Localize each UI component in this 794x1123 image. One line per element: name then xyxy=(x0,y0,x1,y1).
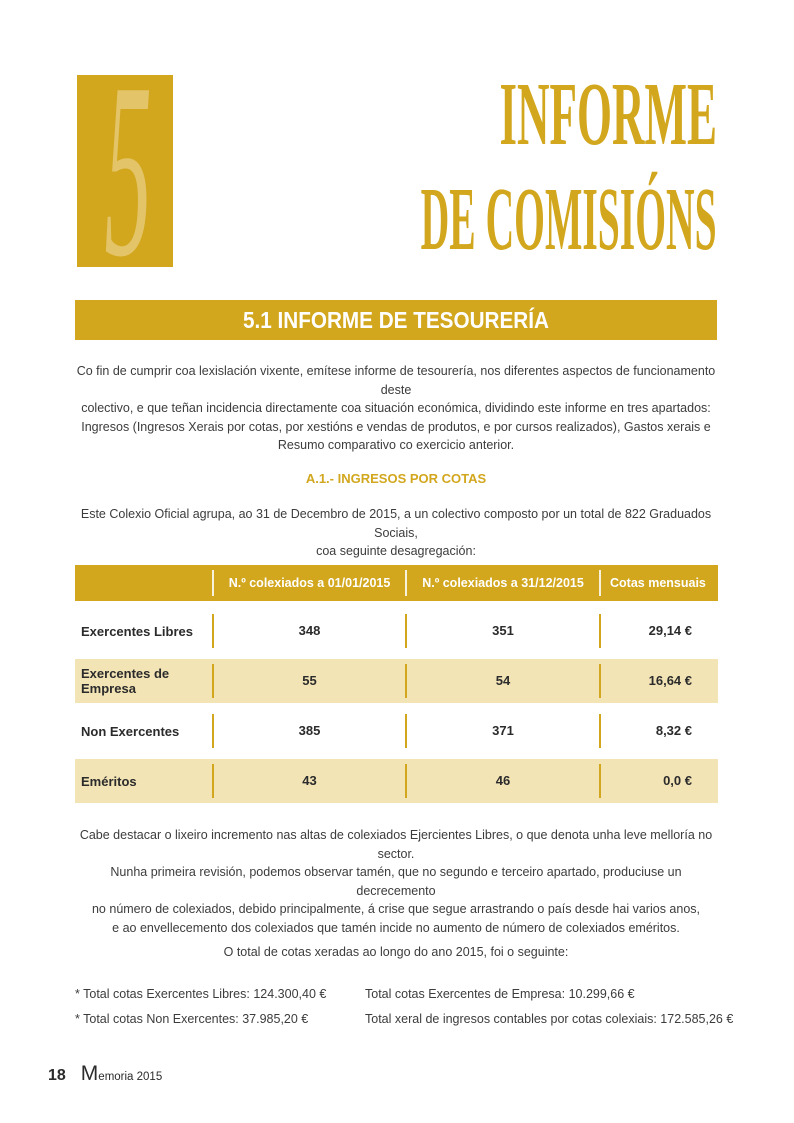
row-n-inicio: 55 xyxy=(212,664,405,698)
row-cota: 29,14 € xyxy=(599,614,718,648)
row-cota: 16,64 € xyxy=(599,664,718,698)
cotas-table: N.º colexiados a 01/01/2015 N.º colexiad… xyxy=(75,565,718,809)
table-header-colexiados-inicio: N.º colexiados a 01/01/2015 xyxy=(212,570,405,596)
row-label: Exercentes Libres xyxy=(81,623,194,639)
intro-paragraph: Co fin de cumprir coa lexislación vixent… xyxy=(76,364,716,452)
table-row: Eméritos 43 46 0,0 € xyxy=(75,759,718,803)
chapter-title-line2: DE COMISIÓNS xyxy=(421,170,717,269)
table-row: Exercentes Libres 348 351 29,14 € xyxy=(75,609,718,653)
chapter-number-block: 5 xyxy=(77,75,173,267)
subsection-heading: A.1.- INGRESOS POR COTAS xyxy=(305,471,487,486)
totals-grid: * Total cotas Exercentes Libres: 124.300… xyxy=(75,982,734,1032)
table-row: Non Exercentes 385 371 8,32 € xyxy=(75,709,718,753)
row-n-inicio: 385 xyxy=(212,714,405,748)
row-n-fin: 351 xyxy=(405,614,599,648)
chapter-title: INFORME DE COMISIÓNS xyxy=(44,70,717,265)
row-n-fin: 371 xyxy=(405,714,599,748)
chapter-title-line1: INFORME xyxy=(499,65,717,164)
page-number: 18 xyxy=(48,1067,66,1084)
row-n-inicio: 43 xyxy=(212,764,405,798)
row-label: Exercentes de Empresa xyxy=(81,666,170,696)
row-cota: 8,32 € xyxy=(599,714,718,748)
section-banner: 5.1 INFORME DE TESOURERÍA xyxy=(75,300,717,340)
table-header-cotas: Cotas mensuais xyxy=(599,570,718,596)
footer-brand-initial: M xyxy=(80,1062,99,1085)
row-n-fin: 54 xyxy=(405,664,599,698)
section-banner-title: 5.1 INFORME DE TESOURERÍA xyxy=(243,306,549,333)
table-row: Exercentes de Empresa 55 54 16,64 € xyxy=(75,659,718,703)
table-header-row: N.º colexiados a 01/01/2015 N.º colexiad… xyxy=(75,565,718,601)
row-n-inicio: 348 xyxy=(212,614,405,648)
table-header-colexiados-fin: N.º colexiados a 31/12/2015 xyxy=(405,570,599,596)
totals-intro: O total de cotas xeradas ao longo do ano… xyxy=(223,945,569,959)
totals-left-column: * Total cotas Exercentes Libres: 124.300… xyxy=(75,987,327,1026)
footer-brand-rest: emoria 2015 xyxy=(98,1071,163,1083)
row-label: Non Exercentes xyxy=(81,723,180,739)
row-cota: 0,0 € xyxy=(599,764,718,798)
row-n-fin: 46 xyxy=(405,764,599,798)
collective-paragraph: Este Colexio Oficial agrupa, ao 31 de De… xyxy=(80,507,712,558)
row-label: Eméritos xyxy=(81,773,137,789)
analysis-paragraph: Cabe destacar o lixeiro incremento nas a… xyxy=(79,828,713,935)
page-footer: 18 M emoria 2015 xyxy=(48,1062,162,1086)
totals-right-column: Total cotas Exercentes de Empresa: 10.29… xyxy=(365,987,734,1026)
chapter-number: 5 xyxy=(103,75,152,267)
